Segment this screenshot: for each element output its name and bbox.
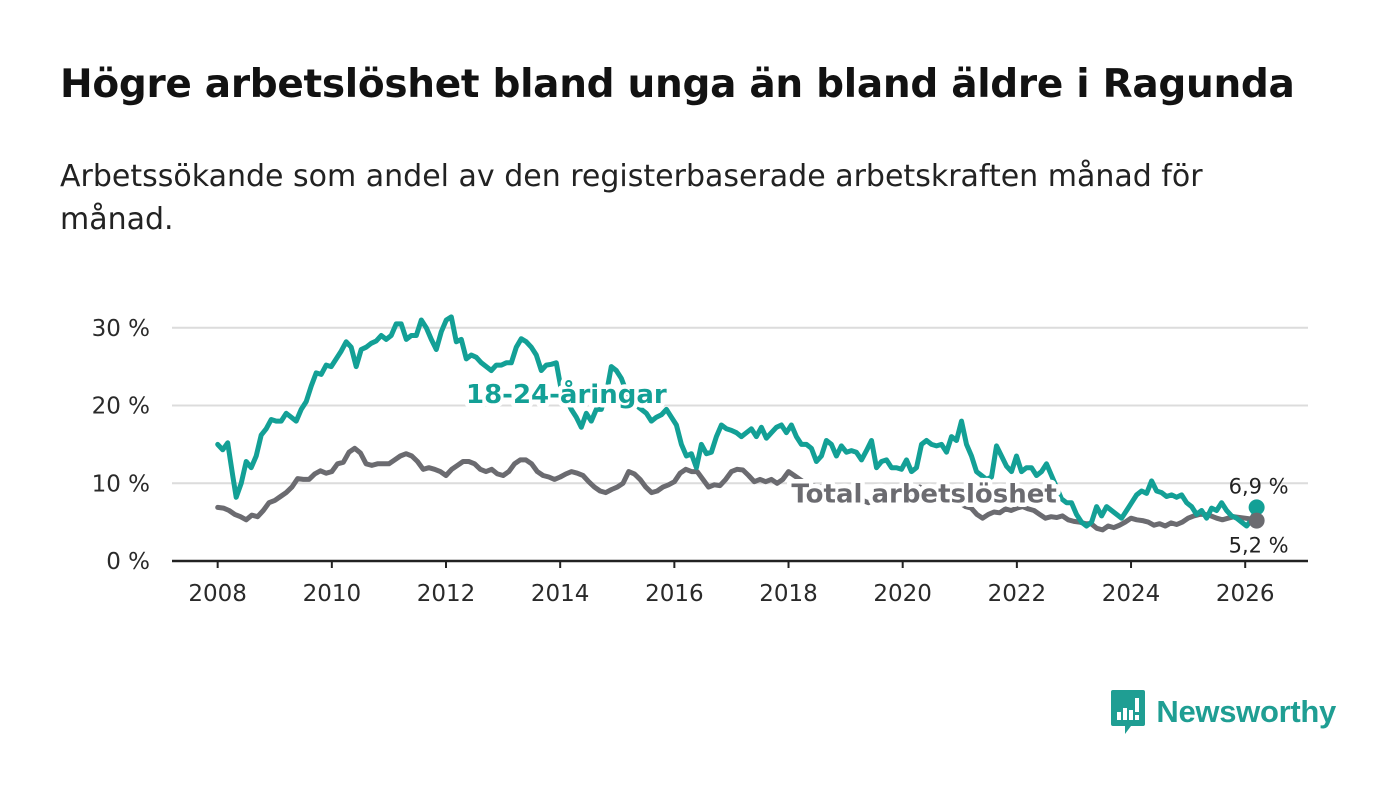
series-labels: 6,9 %5,2 %18-24-åringar18-24-åringarTota… [461, 373, 1289, 558]
series-line-youth [215, 314, 1260, 529]
end-label-total: 5,2 % [1229, 534, 1289, 558]
end-label-youth: 6,9 % [1229, 474, 1289, 498]
y-tick-label: 0 % [106, 549, 150, 575]
y-tick-label: 10 % [92, 471, 150, 497]
end-dot-total [1248, 512, 1265, 529]
x-axis: 2008 2010 2012 2014 2016 2018 2020 2022 2024 2026 [172, 559, 1308, 607]
chart-title: Högre arbetslöshet bland unga än bland ä… [60, 62, 1295, 107]
series-label-halo-total: Total arbetslöshet [791, 479, 1056, 509]
x-tick-label: 2022 [988, 581, 1047, 607]
series-lines [215, 314, 1265, 533]
x-tick-label: 2008 [188, 581, 247, 607]
x-tick-label: 2018 [759, 581, 818, 607]
line-chart: 0 % 10 % 20 % 30 % 2008 2010 2012 2014 2016 2018… [92, 314, 1308, 607]
x-tick-label: 2014 [531, 581, 590, 607]
series-label-youth: 18-24-åringar [466, 378, 667, 410]
newsworthy-logo: Newsworthy [1110, 689, 1336, 735]
newsworthy-logo-icon [1111, 690, 1146, 734]
grid-lines [172, 326, 1308, 485]
end-dot-youth [1248, 499, 1265, 516]
x-tick-label: 2020 [873, 581, 932, 607]
chart-subtitle: Arbetssökande som andel av den registerb… [60, 159, 1203, 237]
y-tick-label: 20 % [92, 394, 150, 420]
y-tick-label: 30 % [92, 316, 150, 342]
x-tick-label: 2026 [1216, 581, 1275, 607]
newsworthy-logo-text: Newsworthy [1156, 694, 1336, 729]
x-tick-label: 2010 [303, 581, 362, 607]
y-axis-labels: 0 % 10 % 20 % 30 % [92, 316, 150, 575]
x-tick-label: 2012 [417, 581, 476, 607]
series-label-total: Total arbetslöshet [791, 479, 1056, 509]
series-label-halo-youth: 18-24-åringar [466, 378, 667, 410]
x-tick-label: 2016 [645, 581, 704, 607]
x-tick-label: 2024 [1102, 581, 1161, 607]
